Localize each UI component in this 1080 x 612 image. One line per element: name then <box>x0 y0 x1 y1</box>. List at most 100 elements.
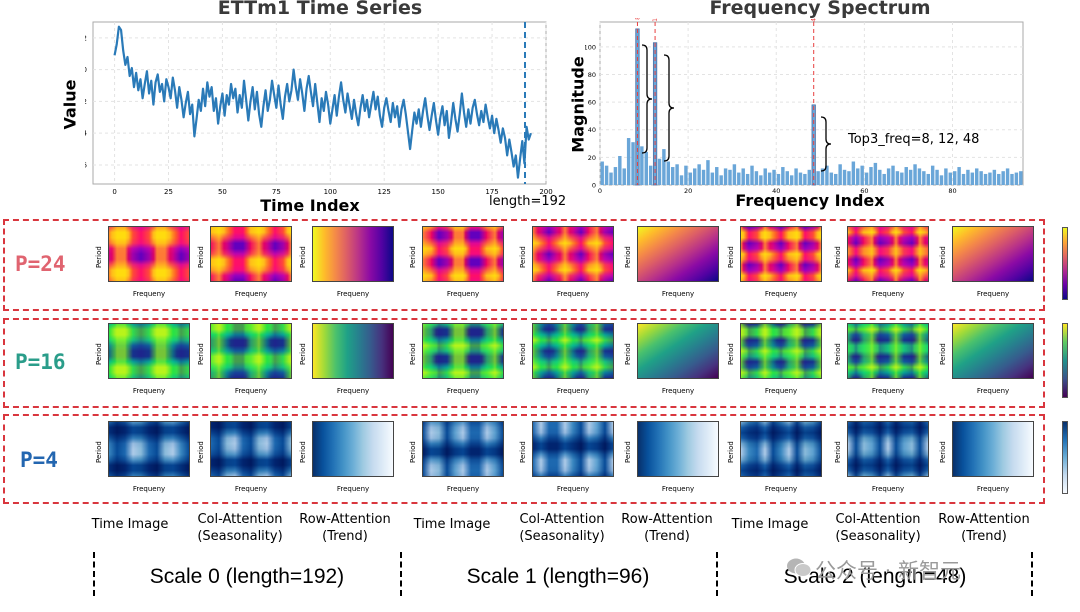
heatmap-image <box>210 421 292 477</box>
ts-xtick-label: 125 <box>378 188 391 196</box>
fs-chart-title: Frequency Spectrum <box>709 0 931 19</box>
brace-2 <box>663 54 675 162</box>
fs-bar <box>891 165 895 185</box>
fs-bar <box>838 164 842 185</box>
heatmap-Blues-2: Period Frequeny <box>299 421 396 495</box>
heatmap-image <box>312 421 394 477</box>
fs-xtick-label: 80 <box>948 187 956 193</box>
heatmap-image <box>532 226 614 282</box>
heatmap-xlabel: Frequeny <box>132 290 166 298</box>
divider-2 <box>716 552 718 596</box>
ts-xtick-label: 25 <box>164 188 173 196</box>
fs-bar <box>750 165 754 185</box>
heatmap-xlabel: Frequeny <box>764 485 798 493</box>
column-label-4: Col-Attention (Seasonality) <box>510 511 614 545</box>
heatmap-ylabel: Period <box>834 343 842 365</box>
heatmap-image <box>312 226 394 282</box>
fs-bar <box>856 168 860 185</box>
fs-bar <box>781 167 785 185</box>
column-label-line2: (Seasonality) <box>197 529 283 544</box>
heatmap-xlabel: Frequeny <box>661 290 695 298</box>
fs-bar <box>803 173 807 185</box>
fs-bar <box>767 172 772 185</box>
heatmap-ylabel: Period <box>834 441 842 463</box>
wechat-icon <box>786 556 812 578</box>
fs-bar <box>732 164 737 185</box>
heatmap-plasma-6: Period Frequeny <box>727 226 824 300</box>
ts-ytick-label: -4 <box>85 130 88 138</box>
fs-ytick-label: 80 <box>588 71 596 79</box>
scale-0-label: Scale 0 (length=192) <box>149 565 345 588</box>
fs-bar <box>992 169 997 185</box>
fs-bar <box>776 173 781 185</box>
fs-bar <box>930 165 935 185</box>
fs-annotation: Top3_freq=8, 12, 48 <box>848 132 980 147</box>
ts-series-line <box>113 25 532 179</box>
colorbar-blues <box>1062 421 1068 494</box>
fs-peak-markers: 8 12 48 <box>634 18 818 185</box>
fs-bar <box>640 146 644 185</box>
fs-bar <box>944 168 948 185</box>
heatmap-viridis-1: Period Frequeny <box>197 323 294 397</box>
heatmap-Blues-5: Period Frequeny <box>624 421 721 495</box>
heatmap-image <box>108 323 190 379</box>
column-label-line1: Time Image <box>91 517 169 532</box>
fs-xtick-label: 60 <box>860 187 868 193</box>
heatmap-ylabel: Period <box>834 246 842 268</box>
brace-3 <box>820 116 832 172</box>
heatmap-xlabel: Frequeny <box>976 485 1010 493</box>
heatmap-xlabel: Frequeny <box>661 485 695 493</box>
heatmap-image <box>108 226 190 282</box>
fs-bar <box>618 155 622 185</box>
heatmap-xlabel: Frequeny <box>446 387 480 395</box>
fs-bar <box>864 172 869 185</box>
fs-bar <box>798 172 803 185</box>
fs-bar <box>759 175 763 185</box>
fs-xlabel: Frequency Index <box>735 191 885 210</box>
heatmap-xlabel: Frequeny <box>871 290 905 298</box>
fs-chart: 0 20 40 60 80 100 0 20 40 60 80 8 12 48 <box>585 18 1024 193</box>
ts-ytick-label: -6 <box>85 161 88 169</box>
heatmap-image <box>952 323 1034 379</box>
heatmap-image <box>108 421 190 477</box>
fs-bar <box>1001 171 1005 185</box>
heatmap-image <box>740 421 822 477</box>
heatmap-image <box>952 226 1034 282</box>
watermark: 公众号 · 新智元 <box>815 559 962 583</box>
fs-bar <box>666 161 671 185</box>
heatmap-xlabel: Frequeny <box>976 387 1010 395</box>
ts-xtick-label: 50 <box>218 188 227 196</box>
fs-grid <box>599 22 1023 186</box>
heatmap-xlabel: Frequeny <box>446 290 480 298</box>
fs-bar <box>966 169 970 185</box>
fs-bar <box>741 168 745 185</box>
fs-bar <box>820 168 825 185</box>
ts-xtick-label: 150 <box>431 188 444 196</box>
fs-bar <box>895 171 900 185</box>
fs-bar <box>834 173 838 185</box>
fs-bar <box>886 168 891 185</box>
fs-bar <box>693 168 697 185</box>
fs-braces <box>641 44 832 172</box>
heatmap-image <box>952 421 1034 477</box>
fs-bar <box>847 171 851 185</box>
fs-bar <box>684 165 688 185</box>
ts-ticks: 0 25 50 75 100 125 150 175 200 2 0 -2 -4 -6 <box>85 34 553 196</box>
heatmap-viridis-8: Period Frequeny <box>939 323 1036 397</box>
heatmap-ylabel: Period <box>519 343 527 365</box>
heatmap-viridis-6: Period Frequeny <box>727 323 824 397</box>
fs-bar <box>745 173 750 185</box>
ts-chart-title: ETTm1 Time Series <box>217 0 423 19</box>
colorbar-viridis <box>1062 323 1068 398</box>
fs-bar <box>719 175 723 185</box>
fs-bar <box>975 168 979 185</box>
column-label-2: Row-Attention (Trend) <box>293 511 397 545</box>
heatmap-xlabel: Frequeny <box>976 290 1010 298</box>
fs-bar <box>697 164 701 185</box>
heatmap-image <box>740 323 822 379</box>
fs-bar <box>710 172 715 185</box>
heatmap-xlabel: Frequeny <box>234 485 268 493</box>
heatmap-xlabel: Frequeny <box>764 387 798 395</box>
row-box-p16 <box>3 318 1045 408</box>
heatmap-xlabel: Frequeny <box>871 387 905 395</box>
